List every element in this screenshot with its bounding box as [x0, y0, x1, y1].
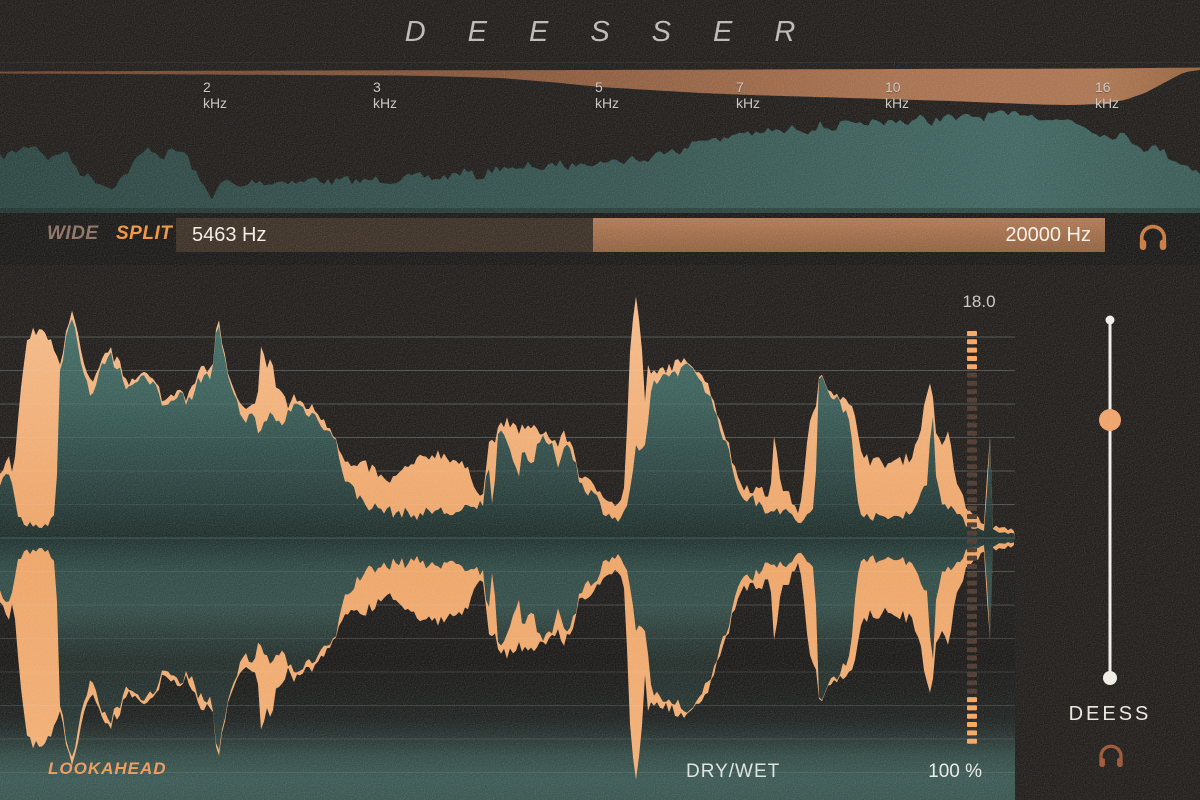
freq-tick-label: 5 kHz	[594, 79, 620, 111]
freq-tick-label: 3 kHz	[372, 79, 398, 111]
wide-mode-button[interactable]: WIDE	[47, 223, 99, 244]
dry-wet-label: DRY/WET	[686, 761, 781, 782]
freq-tick-label: 10 kHz	[884, 79, 910, 111]
band-listen-headphone-button[interactable]	[1136, 221, 1170, 252]
crossover-high-segment[interactable]: 20000 Hz	[593, 218, 1105, 252]
freq-tick-label: 7 kHz	[735, 79, 761, 111]
slider-top-dot	[1105, 315, 1115, 325]
slider-handle[interactable]	[1099, 409, 1121, 431]
crossover-range-bar[interactable]: 5463 Hz 20000 Hz	[176, 218, 1105, 252]
headphone-icon	[1139, 224, 1167, 251]
dry-wet-value[interactable]: 100 %	[928, 761, 982, 782]
crossover-low-value[interactable]: 5463 Hz	[192, 224, 267, 246]
deess-listen-headphone-button[interactable]	[1096, 741, 1126, 769]
freq-tick-label: 16 kHz	[1094, 79, 1120, 111]
waveform-display	[0, 296, 1015, 800]
split-mode-button[interactable]: SPLIT	[116, 223, 173, 244]
crossover-low-segment[interactable]: 5463 Hz	[176, 218, 593, 252]
lookahead-button[interactable]: LOOKAHEAD	[48, 759, 167, 778]
freq-tick-label: 2 kHz	[202, 79, 228, 111]
deess-label: DEESS	[1068, 703, 1152, 725]
slider-bottom-dot	[1103, 671, 1117, 685]
crossover-high-value[interactable]: 20000 Hz	[1005, 224, 1091, 246]
deess-amount-slider[interactable]	[1092, 308, 1128, 692]
headphone-icon	[1099, 744, 1123, 767]
threshold-value[interactable]: 18.0	[962, 292, 996, 311]
